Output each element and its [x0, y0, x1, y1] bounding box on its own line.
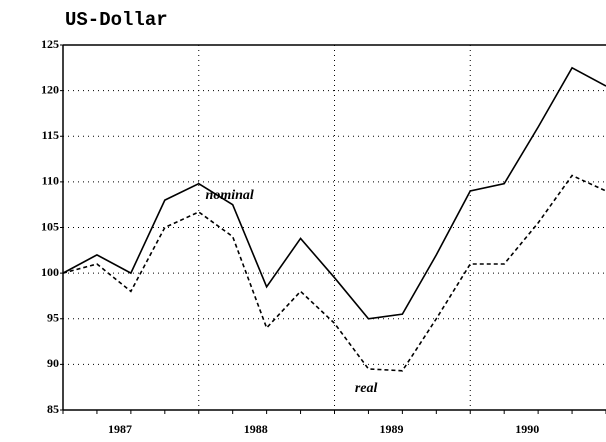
y-tick-label: 95: [47, 311, 59, 325]
y-tick-label: 125: [41, 37, 59, 51]
y-tick-label: 110: [42, 174, 59, 188]
y-tick-label: 85: [47, 402, 59, 416]
y-tick-label: 100: [41, 265, 59, 279]
x-tick-label: 1990: [515, 422, 539, 436]
line-series: [62, 174, 606, 372]
y-tick-label: 90: [47, 356, 59, 370]
x-tick-label: 1987: [108, 422, 132, 436]
y-tick-label: 115: [42, 128, 59, 142]
chart-title: US-Dollar: [65, 9, 168, 31]
x-tick-label: 1988: [244, 422, 268, 436]
annotation: nominal: [206, 188, 254, 203]
annotation: real: [355, 381, 378, 396]
y-tick-label: 120: [41, 82, 59, 96]
y-tick-label: 105: [41, 219, 59, 233]
x-tick-label: 1989: [380, 422, 404, 436]
line-series: [62, 66, 606, 320]
